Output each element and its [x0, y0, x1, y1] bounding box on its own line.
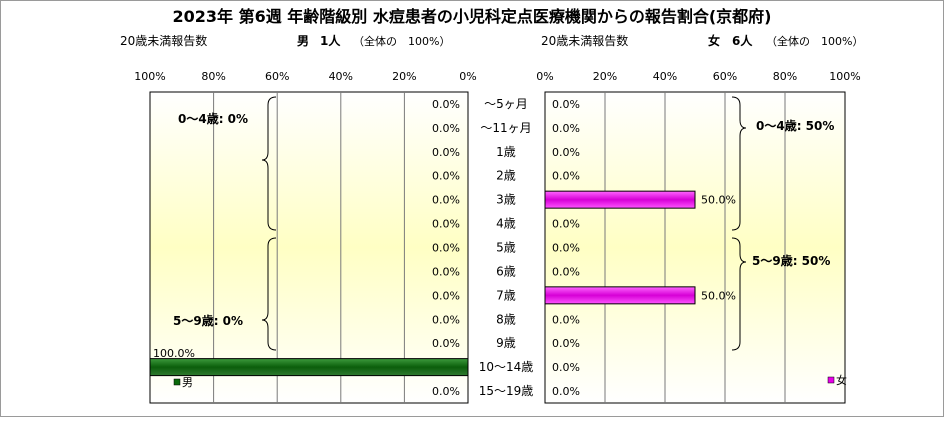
age-category-label: ～11ヶ月 [480, 121, 531, 135]
age-category-label: 10～14歳 [479, 360, 534, 374]
female-sex-label: 女 [708, 33, 720, 48]
male-data-label: 0.0% [432, 337, 460, 350]
female-data-labels: 0.0% 0.0% 0.0% 0.0% 50.0% 0.0% 0.0% 0.0% 50.0% 0.… [552, 98, 736, 398]
female-plot-area [544, 91, 846, 404]
male-share: （全体の 100%） [353, 34, 450, 48]
male-x-tick-label: 20% [392, 70, 416, 83]
female-bar [544, 190, 696, 209]
female-under20-label: 20歳未満報告数 [541, 33, 628, 48]
male-data-label: 0.0% [432, 98, 460, 111]
female-data-label: 50.0% [701, 289, 736, 302]
male-data-label: 0.0% [432, 242, 460, 255]
age-category-label: 9歳 [496, 336, 516, 350]
male-data-label: 0.0% [432, 218, 460, 231]
male-data-label: 0.0% [432, 289, 460, 302]
male-data-label: 0.0% [432, 146, 460, 159]
male-data-label: 0.0% [432, 313, 460, 326]
male-x-tick-label: 80% [201, 70, 225, 83]
female-x-tick-label: 80% [773, 70, 797, 83]
female-data-label: 0.0% [552, 242, 580, 255]
male-data-label: 0.0% [432, 194, 460, 207]
female-data-label: 0.0% [552, 146, 580, 159]
female-brace-0-4 [731, 96, 747, 231]
male-x-tick-label: 100% [134, 70, 165, 83]
female-brace-5-9 [731, 237, 747, 351]
age-category-label: 8歳 [496, 312, 516, 326]
male-count: 1人 [320, 33, 341, 48]
age-category-label: 7歳 [496, 288, 516, 302]
female-group-5-9-label: 5～9歳: 50% [752, 253, 830, 268]
male-brace-5-9 [261, 237, 277, 351]
female-data-label: 0.0% [552, 170, 580, 183]
male-group-5-9-label: 5～9歳: 0% [173, 313, 243, 328]
female-data-label: 0.0% [552, 265, 580, 278]
male-x-tick-label: 60% [265, 70, 289, 83]
male-data-label: 0.0% [432, 170, 460, 183]
female-legend-label: 女 [836, 373, 847, 387]
age-category-labels: ～5ヶ月 ～11ヶ月 1歳 2歳 3歳 4歳 5歳 6歳 7歳 8歳 9歳 10～14歳 15～19歳 [479, 97, 534, 398]
female-x-tick-label: 20% [593, 70, 617, 83]
age-category-label: 3歳 [496, 193, 516, 207]
male-data-labels: 0.0% 0.0% 0.0% 0.0% 0.0% 0.0% 0.0% 0.0% 0.0% 0.0%… [153, 98, 460, 398]
male-x-tick-labels: 100% 80% 60% 40% 20% 0% [134, 70, 476, 83]
male-x-tick-label: 40% [329, 70, 353, 83]
male-legend-swatch [173, 378, 181, 386]
male-bar [149, 358, 469, 377]
male-group-0-4-label: 0～4歳: 0% [178, 111, 248, 126]
female-bar [544, 286, 696, 305]
female-x-tick-labels: 0% 20% 40% 60% 80% 100% [536, 70, 860, 83]
age-category-label: 2歳 [496, 169, 516, 183]
male-brace-0-4 [261, 96, 277, 231]
male-data-label: 100.0% [153, 347, 195, 360]
age-category-label: 6歳 [496, 264, 516, 278]
female-x-tick-label: 40% [653, 70, 677, 83]
age-category-label: 4歳 [496, 217, 516, 231]
male-data-label: 0.0% [432, 265, 460, 278]
female-data-label: 0.0% [552, 218, 580, 231]
male-plot-area [149, 91, 469, 404]
female-bars [544, 190, 696, 305]
female-data-label: 0.0% [552, 122, 580, 135]
female-x-tick-label: 100% [829, 70, 860, 83]
female-data-label: 0.0% [552, 361, 580, 374]
female-share: （全体の 100%） [766, 34, 863, 48]
age-category-label: ～5ヶ月 [484, 97, 528, 111]
male-data-label: 0.0% [432, 385, 460, 398]
male-x-tick-label: 0% [459, 70, 476, 83]
female-x-tick-label: 0% [536, 70, 553, 83]
female-group-0-4-label: 0～4歳: 50% [756, 118, 834, 133]
male-under20-label: 20歳未満報告数 [120, 33, 207, 48]
female-count: 6人 [732, 33, 753, 48]
female-data-label: 50.0% [701, 194, 736, 207]
female-data-label: 0.0% [552, 385, 580, 398]
female-x-tick-label: 60% [713, 70, 737, 83]
female-data-label: 0.0% [552, 313, 580, 326]
age-category-label: 1歳 [496, 145, 516, 159]
female-data-label: 0.0% [552, 337, 580, 350]
male-data-label: 0.0% [432, 122, 460, 135]
male-gridlines [213, 92, 405, 403]
male-sex-label: 男 [297, 34, 309, 48]
age-category-label: 5歳 [496, 241, 516, 255]
male-legend-label: 男 [182, 376, 193, 389]
figure-title: 2023年 第6週 年齢階級別 水痘患者の小児科定点医療機関からの報告割合(京都… [172, 7, 771, 26]
age-category-label: 15～19歳 [479, 384, 534, 398]
female-legend-swatch [827, 376, 835, 384]
male-bars [149, 358, 469, 377]
female-data-label: 0.0% [552, 98, 580, 111]
female-gridlines [604, 92, 786, 403]
